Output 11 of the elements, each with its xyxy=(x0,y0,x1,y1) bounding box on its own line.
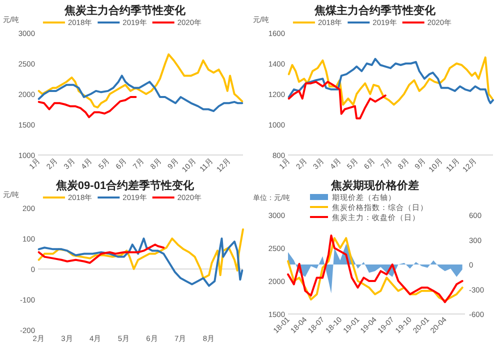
line-series xyxy=(38,96,137,118)
line-series xyxy=(38,74,244,112)
chart-title: 焦炭期现价格价差 xyxy=(330,179,419,192)
chart-title: 焦炭主力合约季节性变化 xyxy=(64,4,186,17)
line-series xyxy=(38,53,244,108)
chart-title: 焦炭09-01合约差季节性变化 xyxy=(54,179,196,192)
line-series xyxy=(288,80,386,120)
line-series xyxy=(38,228,244,280)
line-series xyxy=(38,238,244,287)
chart-title: 焦煤主力合约季节性变化 xyxy=(314,4,436,17)
line-series xyxy=(38,244,165,264)
